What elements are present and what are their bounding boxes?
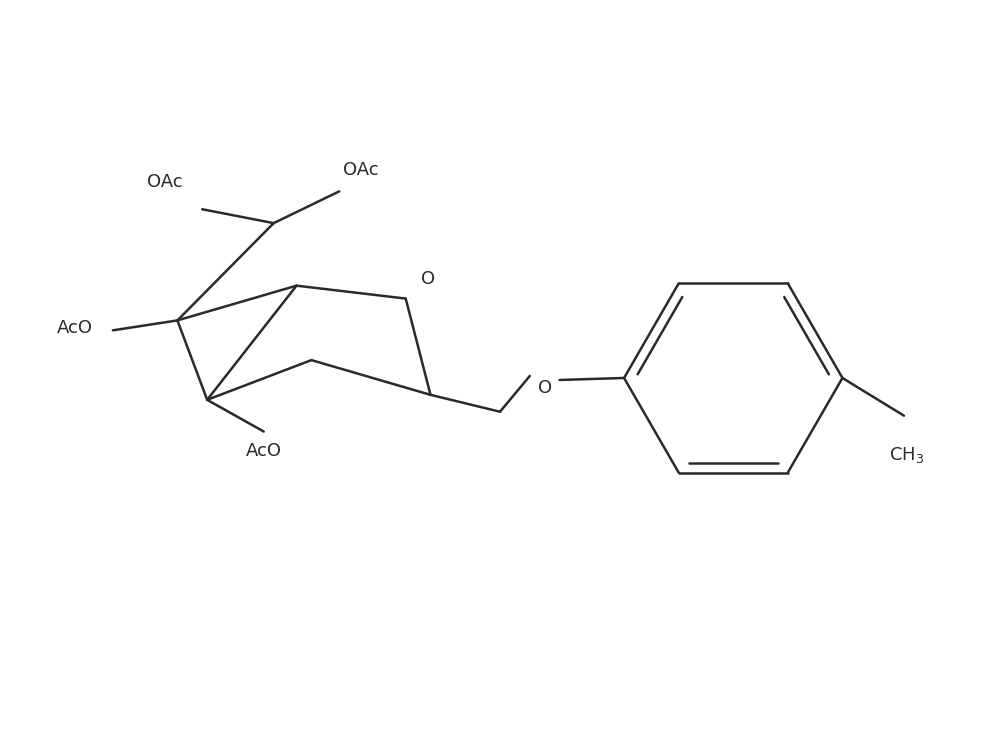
Text: O: O	[538, 379, 552, 397]
Text: OAc: OAc	[147, 173, 182, 191]
Text: AcO: AcO	[57, 320, 93, 338]
Text: O: O	[421, 270, 436, 288]
Text: OAc: OAc	[343, 161, 379, 179]
Text: CH$_3$: CH$_3$	[889, 446, 924, 466]
Text: AcO: AcO	[246, 442, 282, 460]
